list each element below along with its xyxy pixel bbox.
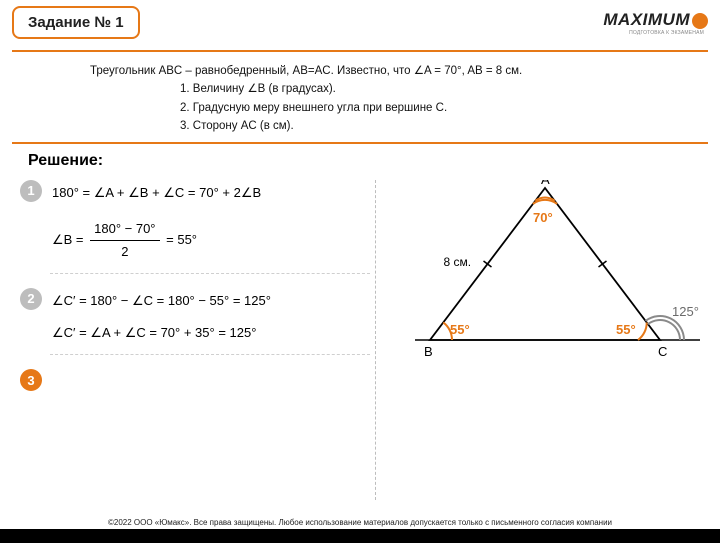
footer-bar xyxy=(0,529,720,543)
content-area: 1 180° = ∠A + ∠B + ∠C = 70° + 2∠B ∠B = 1… xyxy=(0,180,720,510)
step-2-body: ∠C′ = 180° − ∠C = 180° − 55° = 125° ∠C′ … xyxy=(52,288,271,344)
svg-text:B: B xyxy=(424,344,433,359)
vertical-divider xyxy=(375,180,376,500)
step-1: 1 180° = ∠A + ∠B + ∠C = 70° + 2∠B ∠B = 1… xyxy=(20,180,370,263)
triangle-svg: A B C 8 см. 70° 55° 55° 125° xyxy=(390,180,700,380)
solution-title: Решение: xyxy=(28,152,720,170)
svg-text:55°: 55° xyxy=(616,322,636,337)
logo-subtitle: ПОДГОТОВКА К ЭКЗАМЕНАМ xyxy=(629,30,704,36)
svg-text:70°: 70° xyxy=(533,210,553,225)
step-2-line2: ∠C′ = ∠A + ∠C = 70° + 35° = 125° xyxy=(52,322,271,344)
frac-rhs: = 55° xyxy=(166,232,197,247)
copyright: ©2022 ООО «Юмакс». Все права защищены. Л… xyxy=(0,518,720,527)
logo-text: MAXIMUM xyxy=(603,10,690,29)
step-divider-1 xyxy=(50,273,370,274)
frac-num: 180° − 70° xyxy=(90,218,159,241)
task-badge: Задание № 1 xyxy=(12,6,140,39)
logo: MAXIMUM xyxy=(603,10,708,30)
svg-text:125°: 125° xyxy=(672,304,699,319)
logo-icon xyxy=(692,13,708,29)
step-bullet-3: 3 xyxy=(20,369,42,391)
header: Задание № 1 MAXIMUM ПОДГОТОВКА К ЭКЗАМЕН… xyxy=(12,8,708,52)
diagram: A B C 8 см. 70° 55° 55° 125° xyxy=(390,180,700,500)
frac-den: 2 xyxy=(90,241,159,263)
step-divider-2 xyxy=(50,354,370,355)
fraction: 180° − 70° 2 xyxy=(90,218,159,263)
svg-text:C: C xyxy=(658,344,667,359)
step-1-line2: ∠B = 180° − 70° 2 = 55° xyxy=(52,218,261,263)
footer: ©2022 ООО «Юмакс». Все права защищены. Л… xyxy=(0,518,720,548)
step-2: 2 ∠C′ = 180° − ∠C = 180° − 55° = 125° ∠C… xyxy=(20,288,370,344)
problem-statement: Треугольник ABC – равнобедренный, AB=AC.… xyxy=(90,62,690,136)
problem-q1: 1. Величину ∠B (в градусах). xyxy=(180,80,690,98)
frac-lhs: ∠B = xyxy=(52,232,87,247)
divider xyxy=(12,142,708,144)
step-3: 3 xyxy=(20,369,370,391)
solution-steps: 1 180° = ∠A + ∠B + ∠C = 70° + 2∠B ∠B = 1… xyxy=(20,180,370,401)
svg-text:55°: 55° xyxy=(450,322,470,337)
step-1-body: 180° = ∠A + ∠B + ∠C = 70° + 2∠B ∠B = 180… xyxy=(52,180,261,263)
step-2-line1: ∠C′ = 180° − ∠C = 180° − 55° = 125° xyxy=(52,290,271,312)
step-1-line1: 180° = ∠A + ∠B + ∠C = 70° + 2∠B xyxy=(52,182,261,204)
svg-text:A: A xyxy=(541,180,550,187)
step-bullet-1: 1 xyxy=(20,180,42,202)
step-bullet-2: 2 xyxy=(20,288,42,310)
svg-text:8 см.: 8 см. xyxy=(444,255,472,269)
problem-q2: 2. Градусную меру внешнего угла при верш… xyxy=(180,99,690,117)
problem-intro: Треугольник ABC – равнобедренный, AB=AC.… xyxy=(90,62,690,80)
problem-q3: 3. Сторону AC (в см). xyxy=(180,117,690,135)
